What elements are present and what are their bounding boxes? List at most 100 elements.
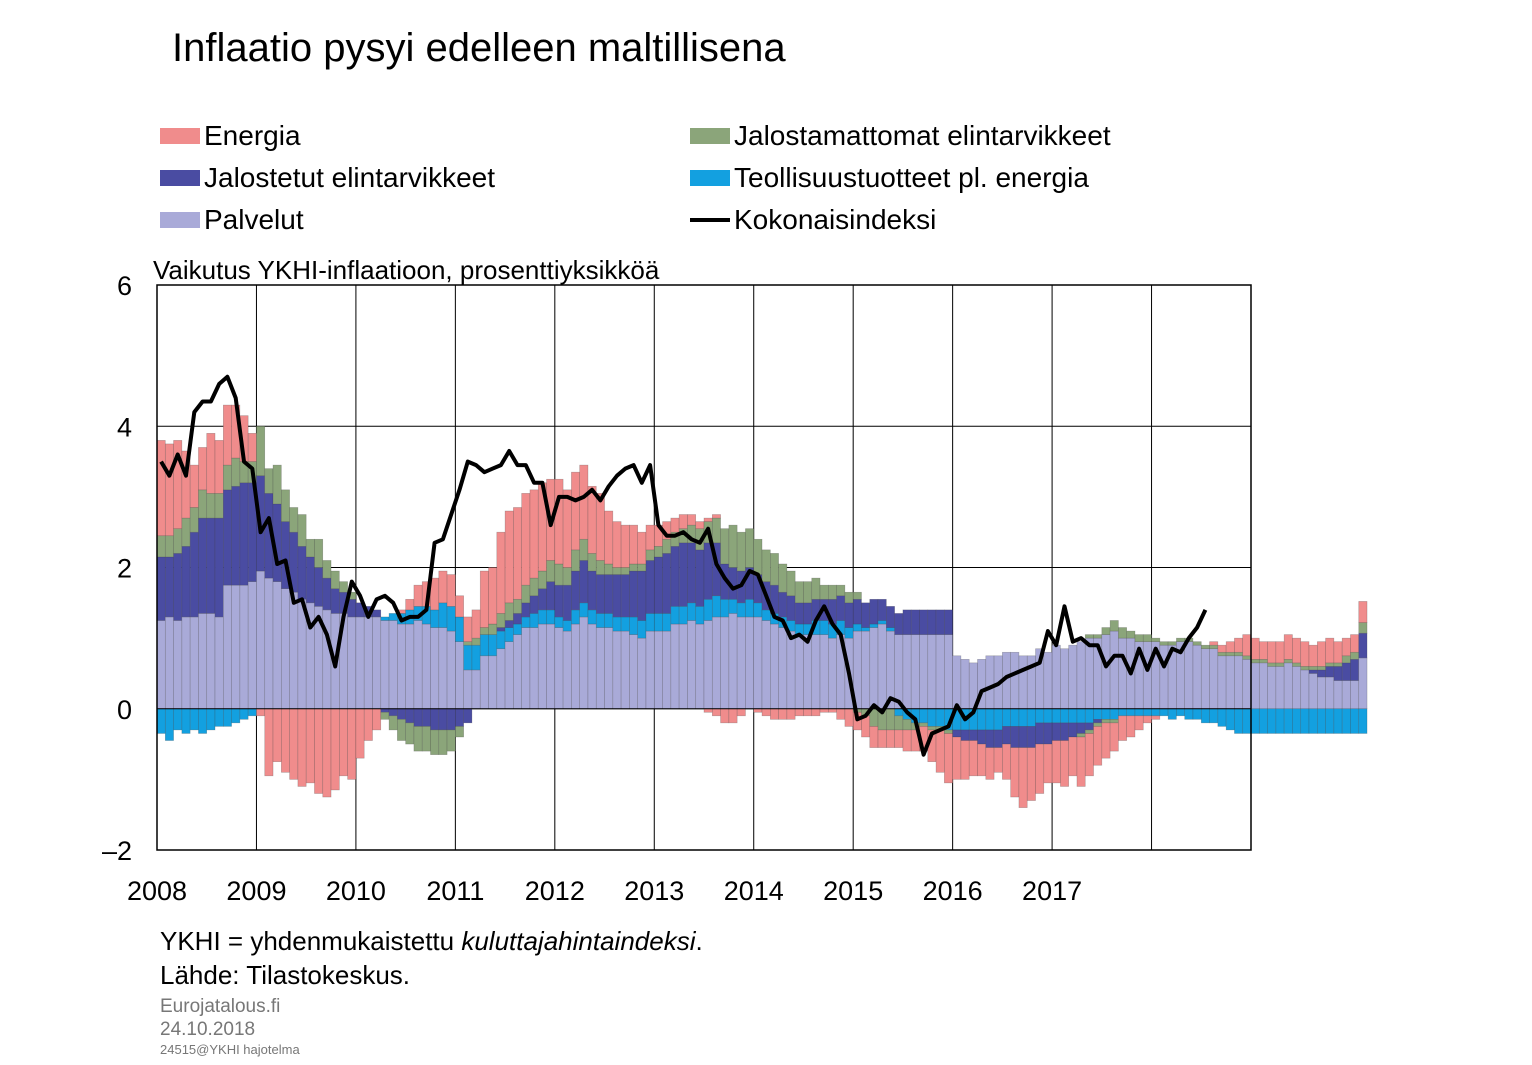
bar-jalostamattomat xyxy=(794,581,804,604)
bar-jalostamattomat xyxy=(944,729,953,734)
bar-energia xyxy=(711,708,721,717)
bar-teollisuustuotteet xyxy=(488,634,498,657)
bar-energia xyxy=(281,708,290,773)
bar-jalostamattomat xyxy=(1242,655,1252,660)
bar-teollisuustuotteet xyxy=(1283,708,1293,734)
bar-jalostamattomat xyxy=(637,563,647,572)
bar-jalostamattomat xyxy=(1350,651,1360,660)
bar-energia xyxy=(1341,637,1351,657)
bar-teollisuustuotteet xyxy=(1010,708,1020,727)
bar-jalostetut xyxy=(1026,726,1036,748)
bar-jalostetut xyxy=(463,708,473,724)
bar-jalostetut xyxy=(1051,722,1061,741)
x-tick-label: 2014 xyxy=(724,876,784,906)
bar-jalostamattomat xyxy=(1200,644,1210,650)
bar-energia xyxy=(786,708,796,720)
bar-palvelut xyxy=(1200,648,1210,710)
bar-teollisuustuotteet xyxy=(1068,708,1078,724)
bar-energia xyxy=(297,708,307,787)
note-ykhi-text: YKHI = yhdenmukaistettu xyxy=(160,926,462,956)
bar-jalostetut xyxy=(214,517,224,618)
bar-jalostamattomat xyxy=(223,464,232,491)
bar-jalostamattomat xyxy=(579,538,589,561)
bar-jalostetut xyxy=(521,602,531,618)
bar-palvelut xyxy=(289,591,299,710)
legend-item-jalostamattomat: Jalostamattomat elintarvikkeet xyxy=(690,120,1111,152)
bar-jalostamattomat xyxy=(413,726,423,752)
bar-jalostetut xyxy=(571,570,580,611)
bar-palvelut xyxy=(281,588,290,710)
bar-teollisuustuotteet xyxy=(745,598,755,618)
bar-palvelut xyxy=(1350,680,1360,710)
bar-jalostamattomat xyxy=(446,729,456,752)
bar-jalostamattomat xyxy=(164,535,174,558)
bar-jalostamattomat xyxy=(1159,641,1169,646)
bar-energia xyxy=(695,521,705,529)
bar-jalostamattomat xyxy=(380,711,390,720)
bar-energia xyxy=(339,708,348,777)
bar-jalostetut xyxy=(181,546,191,618)
bar-jalostetut xyxy=(612,574,622,618)
bar-palvelut xyxy=(156,620,166,710)
bar-teollisuustuotteet xyxy=(463,644,473,671)
bar-jalostamattomat xyxy=(720,528,730,565)
bar-palvelut xyxy=(1018,655,1028,710)
bar-jalostetut xyxy=(653,556,663,614)
note-ykhi: YKHI = yhdenmukaistettu kuluttajahintain… xyxy=(160,926,703,957)
bar-teollisuustuotteet xyxy=(1109,708,1119,720)
bar-jalostetut xyxy=(562,584,572,621)
bar-teollisuustuotteet xyxy=(438,602,448,628)
bar-palvelut xyxy=(1010,651,1020,710)
bar-palvelut xyxy=(256,570,266,710)
bar-jalostamattomat xyxy=(620,567,630,575)
bar-palvelut xyxy=(587,623,597,710)
bar-energia xyxy=(1043,743,1053,784)
bar-energia xyxy=(985,747,995,780)
bar-teollisuustuotteet xyxy=(977,708,987,731)
bar-energia xyxy=(355,708,365,759)
bar-energia xyxy=(844,708,854,727)
bar-energia xyxy=(645,524,655,551)
bar-jalostetut xyxy=(662,553,672,614)
bar-jalostetut xyxy=(513,613,522,625)
bar-jalostetut xyxy=(198,517,208,614)
bar-palvelut xyxy=(1267,666,1277,710)
bar-energia xyxy=(703,708,713,713)
bar-palvelut xyxy=(927,634,937,710)
bar-jalostetut xyxy=(877,598,887,621)
bar-jalostamattomat xyxy=(629,563,638,572)
bar-teollisuustuotteet xyxy=(1118,708,1127,717)
bar-palvelut xyxy=(828,637,837,710)
bar-palvelut xyxy=(944,634,953,710)
bar-jalostamattomat xyxy=(206,493,216,519)
bar-teollisuustuotteet xyxy=(761,609,771,621)
bar-jalostamattomat xyxy=(571,549,580,572)
bar-jalostamattomat xyxy=(471,637,481,646)
bar-jalostamattomat xyxy=(1300,666,1310,671)
bar-jalostamattomat xyxy=(1358,622,1368,634)
bar-energia xyxy=(803,708,813,717)
bar-energia xyxy=(1060,740,1069,787)
bar-palvelut xyxy=(264,577,274,710)
bar-jalostamattomat xyxy=(894,715,904,731)
bar-jalostetut xyxy=(902,609,912,635)
legend-label: Jalostamattomat elintarvikkeet xyxy=(734,120,1111,151)
bar-energia xyxy=(753,708,763,713)
bar-energia xyxy=(761,708,771,717)
bar-jalostetut xyxy=(645,560,655,614)
bar-teollisuustuotteet xyxy=(198,708,208,734)
bar-energia xyxy=(877,729,887,748)
bar-palvelut xyxy=(479,655,489,710)
bar-jalostamattomat xyxy=(1084,729,1094,734)
bar-teollisuustuotteet xyxy=(231,708,241,724)
bar-jalostetut xyxy=(910,609,920,635)
bar-energia xyxy=(1242,634,1252,657)
bar-teollisuustuotteet xyxy=(1035,708,1045,724)
bar-energia xyxy=(1134,715,1144,731)
bar-palvelut xyxy=(1358,657,1368,710)
bar-palvelut xyxy=(1068,644,1078,710)
bar-teollisuustuotteet xyxy=(173,708,183,731)
bar-jalostamattomat xyxy=(778,563,788,593)
bar-jalostamattomat xyxy=(761,549,771,582)
bar-palvelut xyxy=(960,659,970,710)
